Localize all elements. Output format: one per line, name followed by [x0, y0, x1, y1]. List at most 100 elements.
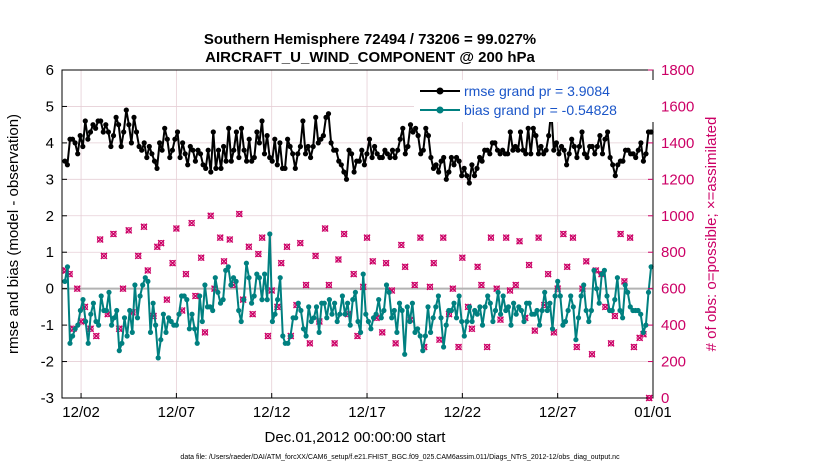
x-tick-label: 12/22: [444, 404, 482, 421]
rmse-point: [402, 151, 408, 157]
bias-point: [129, 329, 135, 335]
obs-marker: [626, 234, 634, 242]
obs-marker: [172, 225, 180, 233]
legend-rmse-label: rmse grand pr = 3.9084: [464, 83, 610, 99]
rmse-point: [343, 176, 350, 182]
bias-point: [300, 326, 307, 332]
rmse-point: [384, 151, 390, 157]
bias-point: [264, 297, 270, 303]
bias-point: [176, 311, 182, 317]
obs-marker: [416, 234, 424, 242]
rmse-point: [556, 151, 562, 157]
bias-point: [223, 267, 229, 273]
obs-marker: [157, 239, 165, 247]
obs-marker-ring: [119, 285, 127, 292]
rmse-point: [620, 158, 626, 164]
bias-point: [394, 329, 400, 335]
bias-point: [456, 293, 462, 299]
obs-marker: [169, 259, 177, 267]
bias-point: [537, 322, 543, 328]
bias-point: [492, 307, 499, 314]
obs-marker: [617, 230, 625, 238]
bias-point: [565, 307, 571, 314]
bias-point: [573, 337, 579, 343]
bias-point: [160, 311, 166, 317]
bias-point: [207, 304, 213, 310]
obs-marker: [582, 257, 590, 265]
bias-point: [485, 293, 491, 299]
bias-point: [648, 264, 654, 270]
bias-point: [513, 311, 519, 317]
bias-point: [378, 315, 384, 321]
rmse-point: [405, 143, 411, 150]
bias-point: [119, 340, 125, 346]
y-right-tick-label: 0: [661, 390, 669, 407]
rmse-point: [82, 118, 88, 124]
bias-point: [464, 318, 470, 325]
obs-marker-ring: [125, 227, 132, 234]
obs-marker-ring: [617, 230, 624, 238]
rmse-point: [507, 129, 513, 135]
obs-marker-ring: [198, 254, 205, 261]
rmse-point: [223, 158, 229, 164]
y-right-tick-label: 800: [661, 244, 686, 261]
rmse-point: [323, 114, 329, 120]
rmse-point: [571, 143, 577, 150]
bias-point: [184, 297, 190, 303]
rmse-point: [325, 111, 332, 117]
obs-marker-ring: [630, 343, 638, 351]
obs-marker: [197, 254, 205, 262]
obs-marker: [611, 312, 619, 320]
y-tick-label: 4: [46, 135, 54, 152]
bias-point: [599, 271, 605, 277]
rmse-point: [589, 143, 595, 150]
obs-marker: [392, 339, 400, 347]
rmse-point: [523, 151, 529, 157]
rmse-point: [515, 147, 521, 153]
bias-point: [448, 307, 454, 314]
bias-point: [365, 318, 371, 325]
bias-point: [386, 289, 392, 295]
rmse-point: [244, 158, 250, 164]
y-tick-label: 3: [46, 171, 54, 188]
bias-point: [355, 318, 361, 325]
rmse-point: [479, 158, 485, 164]
rmse-point: [157, 140, 163, 146]
rmse-point: [113, 114, 119, 120]
obs-marker-ring: [325, 281, 333, 289]
bias-point: [370, 315, 377, 321]
bias-point: [275, 297, 281, 303]
obs-marker: [325, 281, 333, 289]
rmse-point: [530, 125, 536, 131]
bias-point: [435, 293, 441, 299]
bias-point: [313, 304, 320, 310]
obs-marker-ring: [487, 234, 495, 241]
obs-marker-ring: [350, 270, 357, 278]
axis-ticks: -3 -2 -1 0 1 2 3 4 5 6 0 200 400 600 800 1000 1200 1400 16…: [41, 62, 695, 421]
rmse-point: [80, 143, 86, 150]
rmse-point: [558, 143, 565, 150]
bias-point: [614, 275, 621, 281]
rmse-point: [251, 154, 257, 161]
bias-point: [212, 275, 218, 281]
bias-point: [459, 318, 465, 325]
bias-point: [430, 315, 436, 321]
y-right-tick-label: 400: [661, 317, 686, 334]
bias-point: [645, 289, 652, 295]
bias-point: [617, 307, 623, 314]
y-tick-label: 1: [46, 244, 54, 261]
rmse-point: [69, 136, 76, 142]
bias-point: [285, 340, 291, 346]
rmse-point: [272, 136, 278, 142]
rmse-point: [492, 140, 498, 146]
bias-point: [638, 311, 644, 317]
obs-marker: [588, 350, 596, 358]
bias-point: [412, 329, 418, 335]
bias-point: [277, 275, 283, 281]
obs-marker-ring: [573, 343, 580, 351]
obs-marker-ring: [140, 223, 148, 230]
rmse-point: [254, 129, 260, 135]
bias-point: [508, 322, 514, 328]
bias-point: [140, 282, 146, 288]
obs-marker: [216, 234, 224, 242]
